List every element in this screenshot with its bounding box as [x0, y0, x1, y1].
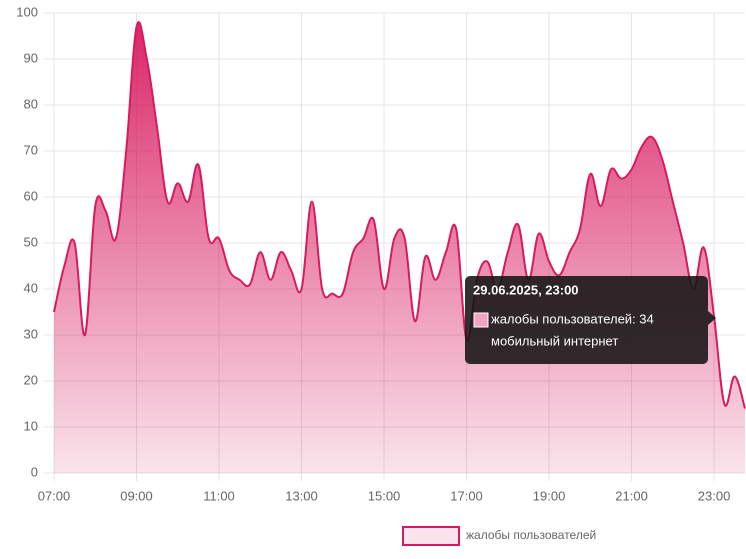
tooltip-line: жалобы пользователей: 34 — [491, 311, 654, 326]
x-tick-label: 07:00 — [38, 488, 71, 503]
tooltip: 29.06.2025, 23:00 жалобы пользователей: … — [465, 276, 716, 364]
y-tick-label: 100 — [16, 4, 38, 19]
x-tick-label: 19:00 — [533, 488, 566, 503]
y-tick-label: 70 — [24, 142, 38, 157]
y-tick-label: 80 — [24, 96, 38, 111]
x-tick-label: 11:00 — [203, 488, 235, 503]
y-tick-label: 40 — [24, 280, 38, 295]
y-tick-label: 90 — [24, 50, 38, 65]
x-tick-label: 09:00 — [120, 488, 153, 503]
y-tick-label: 50 — [24, 234, 38, 249]
area-fill — [54, 22, 745, 473]
x-tick-label: 17:00 — [450, 488, 483, 503]
legend-label: жалобы пользователей — [466, 528, 596, 542]
y-tick-label: 60 — [24, 188, 38, 203]
y-tick-label: 10 — [24, 418, 38, 433]
y-tick-label: 30 — [24, 326, 38, 341]
x-tick-label: 13:00 — [285, 488, 318, 503]
x-tick-label: 15:00 — [368, 488, 401, 503]
x-tick-label: 23:00 — [698, 488, 731, 503]
tooltip-line: мобильный интернет — [491, 333, 618, 348]
tooltip-arrow — [708, 311, 716, 325]
legend-swatch — [402, 526, 460, 546]
line — [53, 21, 746, 409]
tooltip-box — [465, 276, 708, 364]
y-tick-label: 0 — [31, 464, 38, 479]
tooltip-title: 29.06.2025, 23:00 — [473, 282, 579, 297]
y-tick-label: 20 — [24, 372, 38, 387]
tooltip-swatch — [473, 312, 489, 328]
x-tick-label: 21:00 — [615, 488, 648, 503]
